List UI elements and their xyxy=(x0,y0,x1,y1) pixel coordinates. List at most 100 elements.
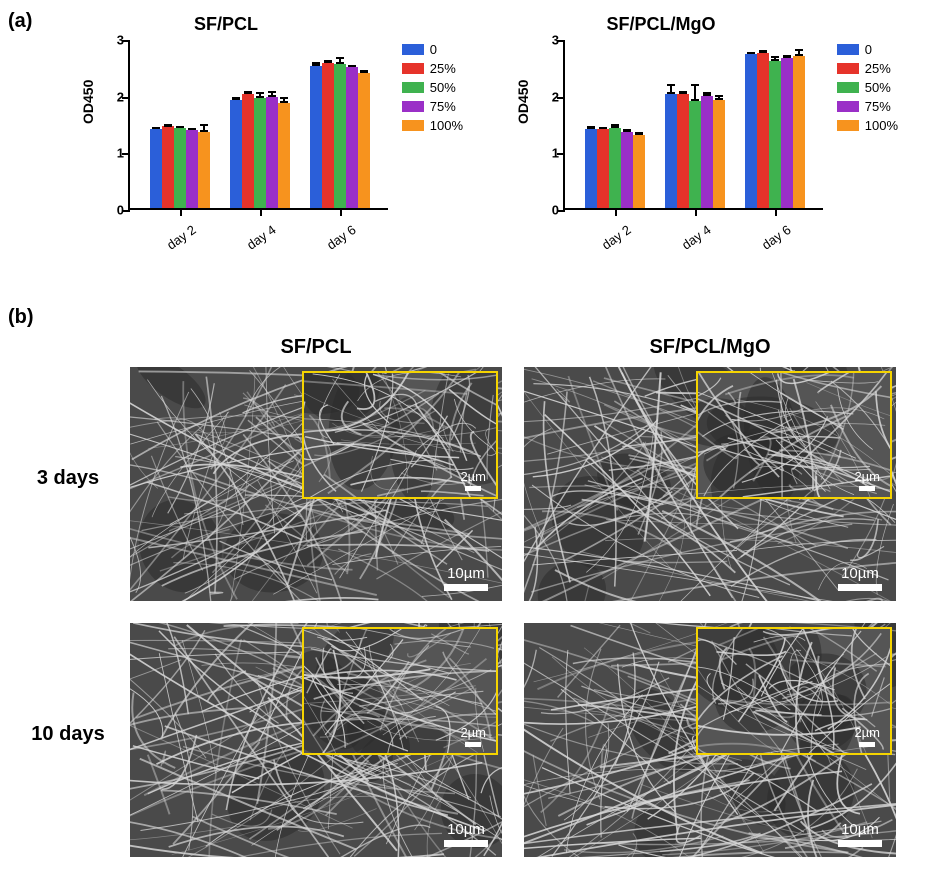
bar xyxy=(186,130,198,208)
error-bar xyxy=(363,70,365,73)
bar-group xyxy=(230,94,290,208)
error-bar xyxy=(271,91,273,97)
error-bar xyxy=(339,57,341,64)
inset-scalebar: 2µm xyxy=(854,469,880,491)
legend-label: 25% xyxy=(430,61,456,76)
legend-swatch xyxy=(837,82,859,93)
error-bar xyxy=(315,62,317,67)
error-bar xyxy=(283,97,285,103)
bar xyxy=(689,101,701,208)
main-scale-label: 10µm xyxy=(838,821,882,838)
error-bar xyxy=(590,126,592,128)
legend-label: 0 xyxy=(865,42,872,57)
row-label-1: 10 days xyxy=(20,723,116,746)
ylabel-1: OD450 xyxy=(515,80,531,124)
main-scale-label: 10µm xyxy=(444,565,488,582)
y-tick-label: 0 xyxy=(545,203,559,218)
bar xyxy=(665,94,677,208)
bar xyxy=(621,132,633,208)
bar xyxy=(609,128,621,208)
bar xyxy=(585,129,597,208)
chart-title-1: SF/PCL/MgO xyxy=(521,14,801,35)
error-bar xyxy=(694,84,696,101)
chart-sfpcl: SF/PCL OD450 0123day 2day 4day 6 025%50%… xyxy=(86,14,471,274)
inset-scalebar: 2µm xyxy=(854,725,880,747)
inset-scalebar: 2µm xyxy=(460,469,486,491)
y-tick-label: 2 xyxy=(545,89,559,104)
inset-scale-bar xyxy=(859,742,875,747)
bar xyxy=(150,129,162,208)
bar-group xyxy=(150,126,210,208)
error-bar xyxy=(706,92,708,95)
bar xyxy=(677,94,689,208)
error-bar xyxy=(614,124,616,127)
x-tick-label: day 2 xyxy=(587,222,633,261)
sem-inset: 2µm xyxy=(302,627,498,755)
x-tick xyxy=(775,208,777,216)
error-bar xyxy=(798,49,800,56)
legend-0: 025%50%75%100% xyxy=(402,42,463,137)
x-tick xyxy=(615,208,617,216)
sem-inset: 2µm xyxy=(696,371,892,499)
bar xyxy=(334,64,346,209)
main-scalebar: 10µm xyxy=(838,821,882,847)
main-scalebar: 10µm xyxy=(444,565,488,591)
main-scale-bar xyxy=(444,584,488,591)
x-tick xyxy=(180,208,182,216)
error-bar xyxy=(155,127,157,129)
plot-0: 0123day 2day 4day 6 xyxy=(128,40,388,210)
error-bar xyxy=(327,60,329,63)
error-bar xyxy=(602,127,604,129)
main-scale-bar xyxy=(444,840,488,847)
sem-cell-0-0: 2µm 10µm xyxy=(130,367,502,601)
x-tick xyxy=(340,208,342,216)
bar-group xyxy=(665,94,725,208)
panel-a-label: (a) xyxy=(8,10,32,33)
legend-item: 50% xyxy=(837,80,898,95)
sem-inset: 2µm xyxy=(696,627,892,755)
y-tick-label: 2 xyxy=(110,89,124,104)
y-tick-label: 0 xyxy=(110,203,124,218)
legend-swatch xyxy=(837,101,859,112)
bar xyxy=(701,96,713,208)
error-bar xyxy=(626,129,628,132)
error-bar xyxy=(167,125,169,127)
legend-swatch xyxy=(402,82,424,93)
inset-scale-bar xyxy=(465,486,481,491)
col-header-1: SF/PCL/MgO xyxy=(524,336,896,359)
legend-label: 100% xyxy=(865,118,898,133)
legend-item: 25% xyxy=(402,61,463,76)
bar xyxy=(254,98,266,209)
error-bar xyxy=(670,84,672,93)
bar xyxy=(769,61,781,208)
sem-col-headers: SF/PCL SF/PCL/MgO xyxy=(130,336,920,359)
bar xyxy=(757,53,769,208)
inset-scale-bar xyxy=(859,486,875,491)
error-bar xyxy=(351,65,353,68)
inset-scale-label: 2µm xyxy=(460,469,486,484)
x-tick-label: day 4 xyxy=(667,222,713,261)
error-bar xyxy=(247,91,249,94)
legend-item: 0 xyxy=(837,42,898,57)
legend-swatch xyxy=(837,120,859,131)
x-tick-label: day 6 xyxy=(747,222,793,261)
x-tick xyxy=(260,208,262,216)
bar xyxy=(346,67,358,208)
bar xyxy=(198,132,210,208)
inset-scale-label: 2µm xyxy=(854,469,880,484)
sem-cell-1-1: 2µm 10µm xyxy=(524,623,896,857)
inset-scale-label: 2µm xyxy=(854,725,880,740)
row-label-0: 3 days xyxy=(20,467,116,490)
error-bar xyxy=(786,55,788,58)
error-bar xyxy=(638,132,640,135)
bar xyxy=(745,54,757,208)
main-scale-label: 10µm xyxy=(838,565,882,582)
x-tick-label: day 2 xyxy=(152,222,198,261)
inset-scale-bar xyxy=(465,742,481,747)
bar xyxy=(310,66,322,208)
y-tick-label: 3 xyxy=(110,33,124,48)
legend-swatch xyxy=(402,63,424,74)
legend-label: 0 xyxy=(430,42,437,57)
bar-group xyxy=(745,53,805,208)
col-header-0: SF/PCL xyxy=(130,336,502,359)
